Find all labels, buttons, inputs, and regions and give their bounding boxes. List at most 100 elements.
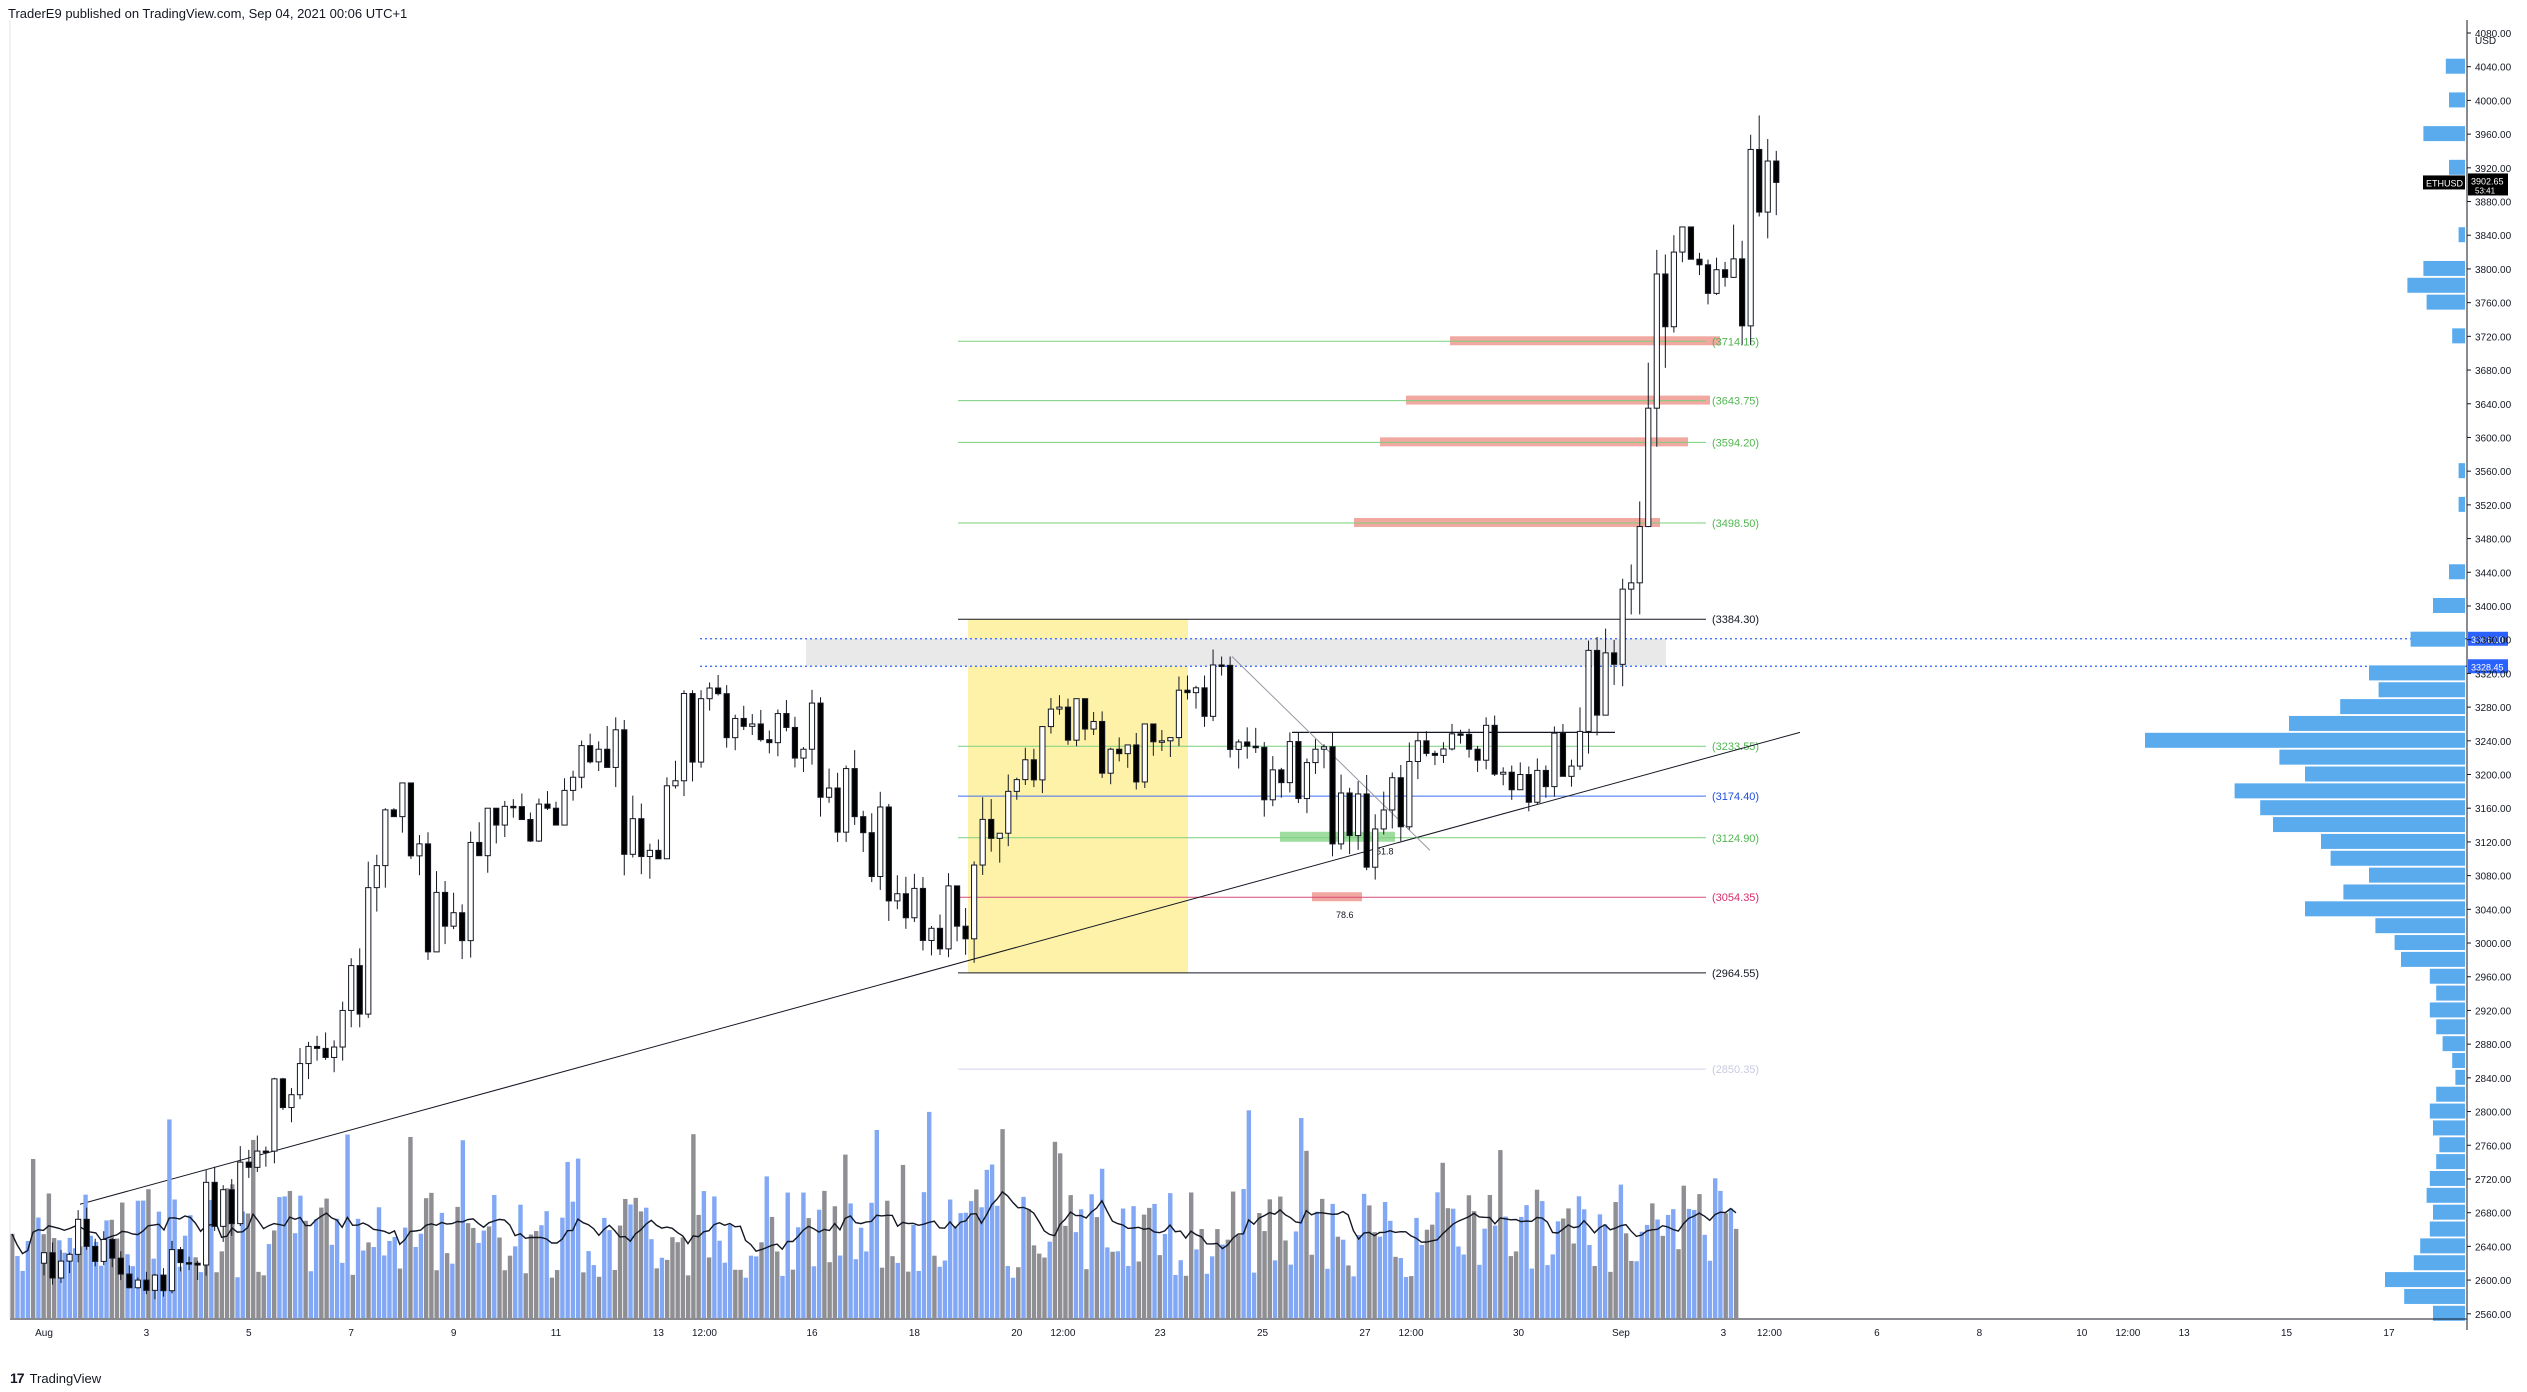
volume-bar — [1576, 1196, 1582, 1318]
candle-body — [1602, 652, 1609, 716]
candle-body — [834, 787, 841, 833]
candle-body — [100, 1238, 107, 1262]
volume-bar — [995, 1205, 1000, 1318]
volume-profile-row — [2458, 463, 2465, 479]
time-tick-label: 16 — [806, 1328, 818, 1339]
candle-body — [1295, 741, 1302, 800]
volume-profile-row — [2433, 1305, 2465, 1321]
volume-bar — [114, 1238, 120, 1318]
price-tick-label: 2680.00 — [2475, 1209, 2512, 1220]
time-axis: Aug 3 5 7 9 11 13 12:00 16 18 20 12:00 23 25 27 12:00 30… — [10, 1318, 2467, 1339]
volume-bar — [1582, 1209, 1587, 1318]
candle-body — [1022, 759, 1029, 781]
candle-body — [1611, 652, 1618, 665]
tradingview-logo[interactable]: 17 TradingView — [10, 1369, 101, 1387]
candle-body — [518, 806, 525, 821]
volume-bar — [1141, 1214, 1147, 1318]
price-tick-label: 3840.00 — [2475, 231, 2512, 242]
volume-profile-row — [2305, 901, 2465, 917]
price-tick-label: 3760.00 — [2475, 299, 2512, 310]
volume-bar — [1178, 1260, 1183, 1318]
volume-bar — [350, 1274, 355, 1318]
volume-bar — [334, 1218, 340, 1318]
volume-bar — [1084, 1269, 1089, 1318]
fib-label: 61.8 — [1376, 847, 1394, 857]
candle-body — [160, 1274, 167, 1292]
candle-body — [715, 687, 722, 695]
volume-bar — [1120, 1208, 1126, 1318]
volume-bar — [476, 1242, 481, 1318]
volume-bar — [1204, 1273, 1210, 1318]
volume-bar — [214, 1272, 219, 1318]
candle-body — [211, 1181, 218, 1227]
volume-bar — [423, 1198, 429, 1318]
volume-profile-row — [2145, 732, 2465, 748]
volume-bar — [1047, 1241, 1052, 1318]
volume-bar — [775, 1251, 780, 1318]
candle-body — [1099, 720, 1106, 774]
volume-bar — [235, 1277, 240, 1318]
candle-body — [936, 927, 944, 950]
volume-bar — [455, 1206, 460, 1318]
candle-body — [544, 803, 551, 809]
volume-bar — [1477, 1264, 1482, 1318]
volume-bar — [685, 1275, 691, 1318]
volume-bar — [1330, 1203, 1335, 1318]
last-price-value: 3902.65 — [2471, 176, 2504, 186]
volume-bar — [869, 1202, 874, 1318]
volume-bar — [853, 1259, 859, 1318]
volume-profile-row — [2330, 850, 2465, 866]
candle-body — [1141, 723, 1148, 783]
volume-bar — [193, 1257, 198, 1318]
volume-bar — [1419, 1244, 1424, 1318]
volume-bar — [1000, 1129, 1005, 1318]
volume-bar — [1241, 1189, 1246, 1318]
candle-body — [441, 891, 449, 927]
volume-bar — [25, 1241, 31, 1318]
price-tick-label: 3160.00 — [2475, 804, 2512, 815]
candle-body — [407, 782, 415, 857]
price-tick-label: 2880.00 — [2475, 1040, 2512, 1051]
candle-body — [143, 1279, 150, 1291]
volume-bar — [355, 1218, 361, 1318]
tradingview-logo-icon: 17 — [10, 1370, 25, 1386]
volume-bar — [345, 1134, 350, 1318]
candle-body — [1559, 732, 1567, 777]
price-tick-label: 3560.00 — [2475, 467, 2512, 478]
volume-bar — [1299, 1118, 1304, 1318]
volume-bar — [256, 1271, 261, 1318]
volume-profile-row — [2452, 1053, 2465, 1068]
candle-body — [1696, 258, 1703, 266]
volume-bar — [1728, 1208, 1734, 1318]
volume-bar — [1136, 1261, 1141, 1318]
candle-body — [126, 1273, 133, 1289]
level-label: (3054.35) — [1712, 892, 1759, 904]
candle-body — [279, 1078, 287, 1109]
volume-bar — [1508, 1256, 1514, 1318]
candle-body — [365, 887, 372, 1015]
volume-bar — [15, 1256, 20, 1318]
volume-bar — [319, 1207, 324, 1318]
price-tick-label: 3400.00 — [2475, 602, 2512, 613]
volume-bar — [1393, 1256, 1398, 1318]
volume-bar — [560, 1217, 565, 1318]
level-label: (2850.35) — [1712, 1064, 1759, 1076]
volume-profile-row — [2433, 1120, 2465, 1136]
volume-bar — [240, 1211, 245, 1318]
candle-body — [1380, 809, 1387, 830]
volume-bar — [471, 1227, 476, 1318]
volume-bar — [382, 1255, 387, 1318]
volume-profile-row — [2369, 867, 2465, 883]
volume-bar — [287, 1190, 293, 1318]
volume-bar — [251, 1139, 256, 1318]
volume-bar — [596, 1276, 602, 1318]
volume-bar — [1608, 1271, 1613, 1318]
volume-bar — [450, 1263, 455, 1318]
volume-bar — [843, 1154, 848, 1318]
volume-bar — [481, 1230, 486, 1318]
volume-bar — [628, 1204, 633, 1318]
volume-bar — [1545, 1265, 1550, 1318]
value-area-tag — [2468, 659, 2508, 674]
volume-bar — [1320, 1198, 1325, 1318]
